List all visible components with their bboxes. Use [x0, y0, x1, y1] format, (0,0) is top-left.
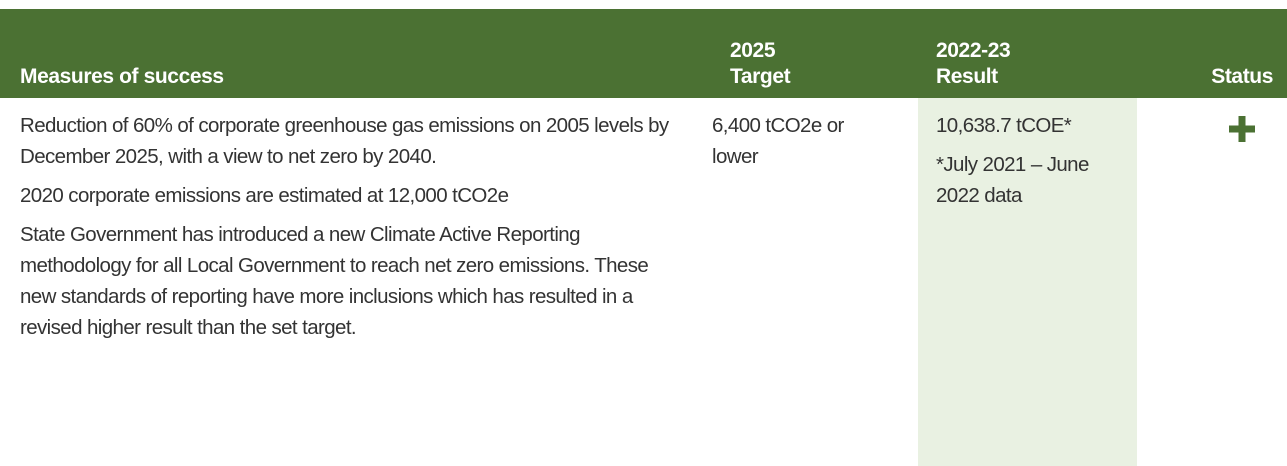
header-cell: Measures of success — [20, 65, 224, 88]
paragraph: *July 2021 – June 2022 data — [936, 153, 1089, 207]
status-plus-icon — [1229, 116, 1255, 142]
header-cell: 2025 Target — [730, 39, 791, 88]
paragraph: 2020 corporate emissions are estimated a… — [20, 184, 509, 207]
paragraph: 6,400 tCO2e or lower — [712, 114, 844, 168]
target-cell: 6,400 tCO2e or lower — [712, 110, 862, 180]
paragraph: 10,638.7 tCOE* — [936, 114, 1072, 137]
header-cell: 2022-23 Result — [936, 39, 1011, 88]
measure-cell: Reduction of 60% of corporate greenhouse… — [20, 110, 710, 351]
paragraph: State Government has introduced a new Cl… — [20, 223, 649, 339]
header-cell: Status — [1211, 65, 1273, 88]
table-header: Measures of success 2025 Target 2022-23 … — [0, 9, 1287, 98]
result-column-background — [918, 98, 1137, 466]
result-cell: 10,638.7 tCOE* *July 2021 – June 2022 da… — [936, 110, 1111, 219]
paragraph: Reduction of 60% of corporate greenhouse… — [20, 114, 669, 168]
